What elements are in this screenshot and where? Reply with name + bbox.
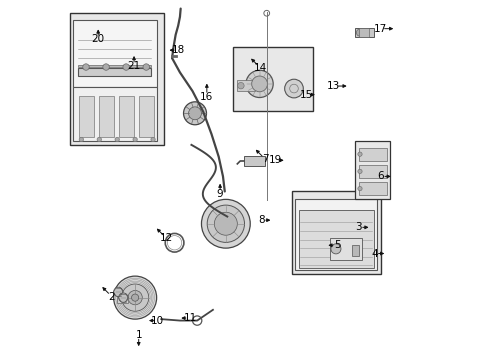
Bar <box>78 65 151 67</box>
Circle shape <box>207 205 244 242</box>
Circle shape <box>214 212 237 235</box>
Circle shape <box>122 64 129 70</box>
Bar <box>295 199 376 270</box>
Text: 9: 9 <box>216 189 223 199</box>
Circle shape <box>251 76 267 92</box>
Bar <box>358 165 386 178</box>
Text: 2: 2 <box>108 292 115 302</box>
Bar <box>233 47 312 111</box>
Bar <box>79 96 94 137</box>
Text: 20: 20 <box>91 35 104 44</box>
Text: 21: 21 <box>127 61 141 71</box>
Bar <box>244 156 264 166</box>
Circle shape <box>284 79 303 98</box>
Bar <box>73 20 156 87</box>
Bar <box>117 296 128 303</box>
Circle shape <box>115 137 119 141</box>
Circle shape <box>245 70 273 98</box>
Bar <box>139 96 154 137</box>
Bar <box>358 148 386 161</box>
Bar <box>329 238 362 260</box>
Bar <box>298 210 373 268</box>
Circle shape <box>82 64 89 70</box>
Circle shape <box>357 186 362 191</box>
Bar <box>358 28 368 37</box>
Text: 8: 8 <box>258 215 264 225</box>
Circle shape <box>97 137 101 141</box>
Bar <box>354 140 389 199</box>
Text: 4: 4 <box>370 248 377 258</box>
Circle shape <box>121 284 148 311</box>
Bar <box>70 13 163 145</box>
Text: 5: 5 <box>333 240 340 250</box>
Circle shape <box>131 294 139 301</box>
Text: 6: 6 <box>377 171 383 181</box>
Bar <box>119 96 134 137</box>
Text: 17: 17 <box>373 24 386 34</box>
Circle shape <box>133 137 137 141</box>
Text: 18: 18 <box>171 45 184 55</box>
Text: 11: 11 <box>183 313 196 323</box>
Bar <box>351 244 358 256</box>
Circle shape <box>119 293 128 302</box>
Text: 3: 3 <box>354 222 361 232</box>
Bar <box>78 68 151 76</box>
Text: 10: 10 <box>151 316 164 325</box>
Circle shape <box>237 82 244 89</box>
Circle shape <box>142 64 149 70</box>
Text: 14: 14 <box>253 63 267 73</box>
Circle shape <box>188 107 201 120</box>
Circle shape <box>357 169 362 174</box>
Circle shape <box>128 291 142 305</box>
Bar <box>291 191 380 274</box>
Text: 12: 12 <box>160 233 173 243</box>
Bar <box>236 80 254 91</box>
Circle shape <box>151 137 155 141</box>
Circle shape <box>79 137 83 141</box>
Circle shape <box>330 244 340 254</box>
Text: 19: 19 <box>268 155 281 165</box>
Bar <box>358 182 386 195</box>
Circle shape <box>102 64 109 70</box>
Circle shape <box>113 276 156 319</box>
Circle shape <box>183 102 206 125</box>
Bar <box>354 28 373 37</box>
Text: 7: 7 <box>262 154 268 164</box>
Circle shape <box>356 29 363 36</box>
Text: 13: 13 <box>326 81 339 91</box>
Circle shape <box>113 287 122 297</box>
Text: 16: 16 <box>200 92 213 102</box>
Bar <box>99 96 114 137</box>
Bar <box>73 87 156 141</box>
Circle shape <box>201 199 250 248</box>
Text: 15: 15 <box>299 90 312 100</box>
Text: 1: 1 <box>135 330 142 340</box>
Circle shape <box>357 152 362 156</box>
